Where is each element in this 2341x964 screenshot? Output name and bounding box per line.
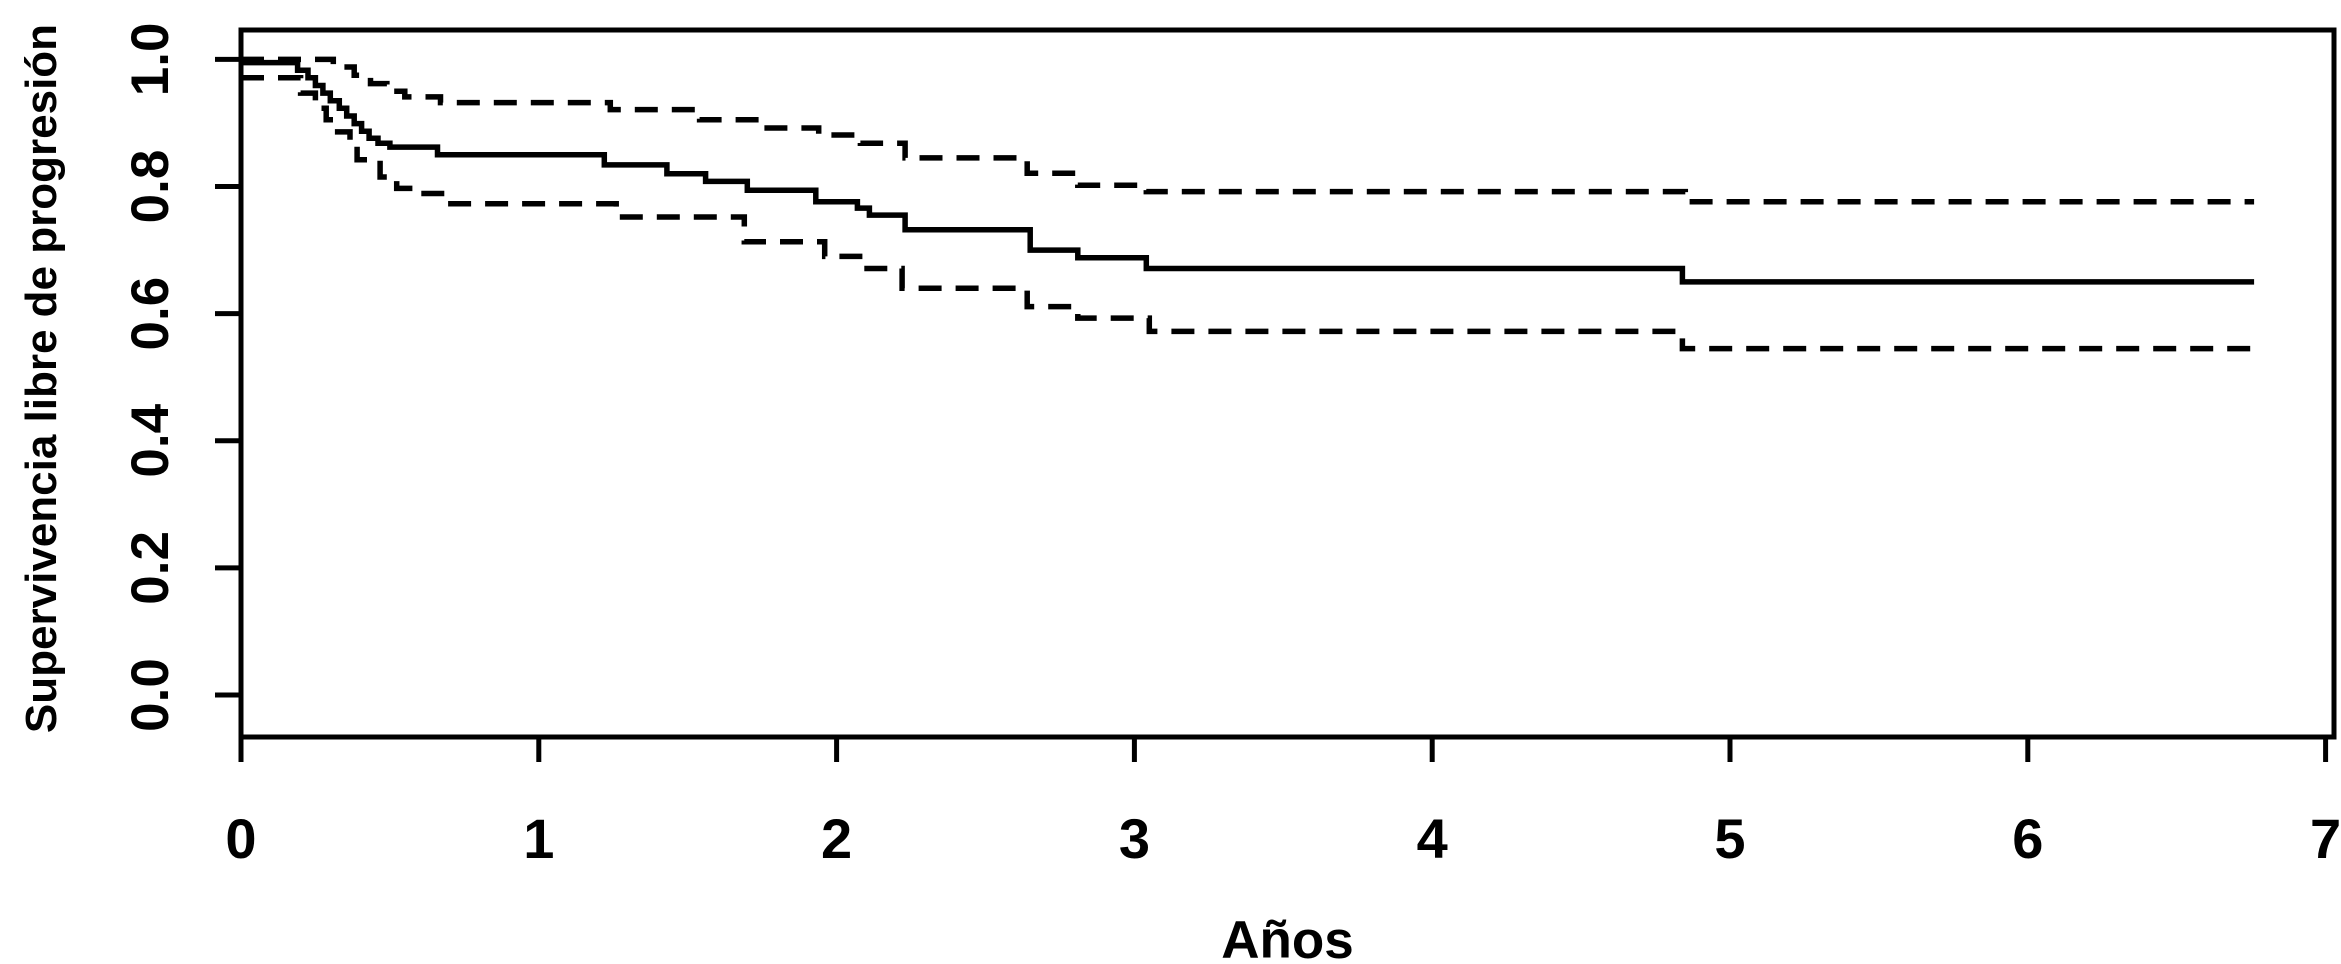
y-axis-title: Supervivencia libre de progresión — [17, 24, 66, 733]
x-tick-label: 7 — [2310, 807, 2341, 870]
x-tick-label: 2 — [821, 807, 852, 870]
upper-confidence-band-curve — [241, 56, 2255, 205]
x-tick-label: 5 — [1714, 807, 1745, 870]
y-tick-label: 0.8 — [121, 150, 180, 224]
x-axis-tick-labels: 0 1 2 3 4 5 6 7 — [225, 807, 2341, 870]
y-axis-tick-labels: 0.0 0.2 0.4 0.6 0.8 1.0 — [121, 23, 180, 732]
x-tick-label: 0 — [225, 807, 256, 870]
x-tick-label: 4 — [1417, 807, 1448, 870]
x-tick-label: 1 — [523, 807, 554, 870]
y-tick-label: 0.0 — [121, 658, 180, 732]
x-tick-label: 6 — [2012, 807, 2043, 870]
x-axis-ticks — [238, 737, 2329, 762]
survival-estimate-curve — [241, 59, 2255, 285]
y-tick-label: 1.0 — [121, 23, 180, 97]
x-axis-title: Años — [1221, 911, 1354, 964]
y-tick-label: 0.4 — [121, 403, 180, 477]
y-tick-label: 0.2 — [121, 531, 180, 605]
lower-confidence-band-curve — [241, 75, 2255, 352]
plot-box-border — [238, 27, 2337, 740]
y-axis-ticks — [215, 56, 241, 698]
x-tick-label: 3 — [1119, 807, 1150, 870]
y-tick-label: 0.6 — [121, 277, 180, 351]
